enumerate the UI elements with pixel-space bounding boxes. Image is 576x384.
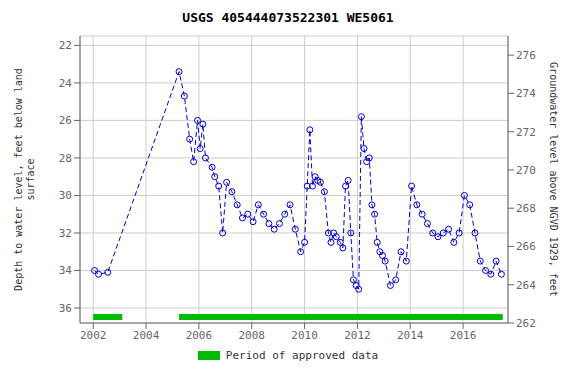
- svg-text:2004: 2004: [133, 329, 160, 342]
- svg-text:26: 26: [59, 114, 72, 127]
- svg-text:266: 266: [516, 240, 536, 253]
- svg-text:276: 276: [516, 49, 536, 62]
- svg-text:22: 22: [59, 39, 72, 52]
- svg-text:268: 268: [516, 202, 536, 215]
- svg-text:2014: 2014: [397, 329, 424, 342]
- svg-text:30: 30: [59, 189, 72, 202]
- html-text:USGS 405444073522301 WE5061: USGS 405444073522301 WE5061: [182, 10, 394, 25]
- svg-text:36: 36: [59, 302, 72, 315]
- svg-text:2012: 2012: [344, 329, 371, 342]
- svg-text:2002: 2002: [80, 329, 107, 342]
- svg-text:2008: 2008: [238, 329, 265, 342]
- svg-text:Depth to water level, feet bel: Depth to water level, feet below landsur…: [13, 68, 36, 291]
- html-text:Period of approved data: Period of approved data: [225, 349, 379, 362]
- svg-text:34: 34: [59, 264, 73, 277]
- svg-text:262: 262: [516, 317, 536, 330]
- svg-text:264: 264: [516, 279, 536, 292]
- svg-text:274: 274: [516, 87, 536, 100]
- svg-text:32: 32: [59, 227, 72, 240]
- svg-text:2016: 2016: [450, 329, 477, 342]
- svg-text:28: 28: [59, 152, 72, 165]
- svg-text:Groundwater level above NGVD 1: Groundwater level above NGVD 1929, feet: [548, 62, 559, 297]
- svg-text:270: 270: [516, 164, 536, 177]
- svg-text:2010: 2010: [291, 329, 318, 342]
- svg-text:24: 24: [59, 77, 73, 90]
- svg-text:2006: 2006: [186, 329, 213, 342]
- svg-text:272: 272: [516, 126, 536, 139]
